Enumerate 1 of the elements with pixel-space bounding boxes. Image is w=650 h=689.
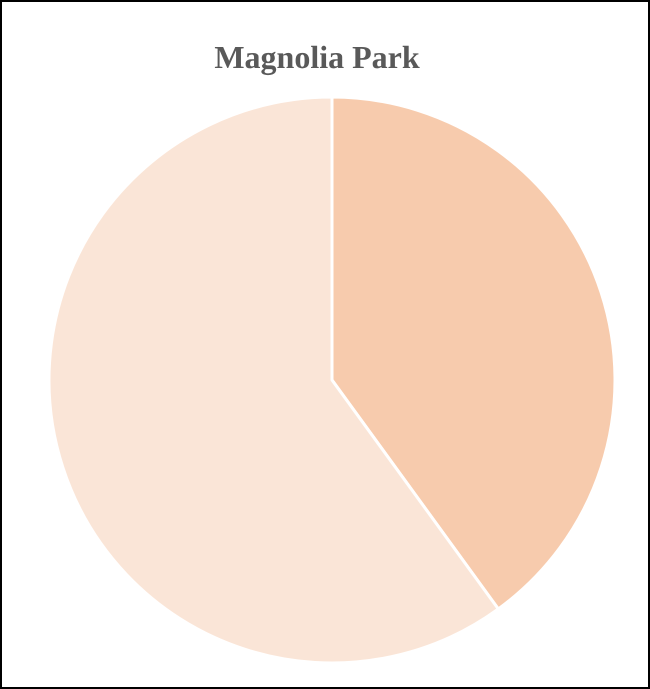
chart-title: Magnolia Park bbox=[214, 39, 420, 76]
